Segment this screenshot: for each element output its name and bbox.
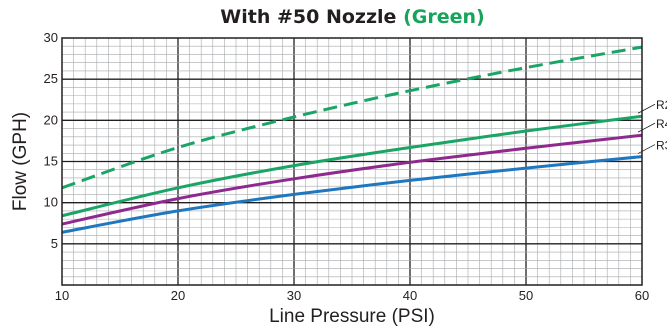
series-label-leader [637, 122, 656, 133]
grid [62, 38, 642, 285]
y-tick-label: 5 [51, 236, 58, 251]
x-tick-label: 20 [171, 288, 185, 303]
series-line-dashed [61, 45, 643, 190]
chart-title-accent: (Green) [403, 6, 485, 28]
series-line-r4 [61, 133, 643, 226]
chart-title-main: With #50 Nozzle [220, 6, 397, 28]
series-line-r3 [61, 155, 643, 234]
x-tick-label: 30 [287, 288, 301, 303]
x-tick-label: 50 [519, 288, 533, 303]
series-label-r3: R3 [656, 139, 667, 153]
series-lines: R2 R4 R3 [61, 45, 667, 234]
x-axis-title: Line Pressure (PSI) [269, 306, 435, 327]
plot-frame [61, 37, 643, 286]
series-label-r2: R2 [656, 98, 667, 112]
series-line-r2 [61, 114, 643, 218]
y-tick-label: 30 [44, 30, 58, 45]
x-tick-label: 60 [635, 288, 649, 303]
series-label-leader [637, 103, 656, 114]
x-tick-label: 10 [55, 288, 69, 303]
y-tick-label: 15 [44, 154, 58, 169]
x-tick-label: 40 [403, 288, 417, 303]
series-label-leader [637, 144, 656, 154]
y-tick-label: 10 [44, 195, 58, 210]
y-tick-label: 25 [44, 71, 58, 86]
y-tick-label: 20 [44, 112, 58, 127]
chart-title: With #50 Nozzle (Green) [0, 6, 667, 28]
y-axis-title: Flow (GPH) [10, 112, 31, 211]
tick-labels: 10 20 30 40 50 60 5 10 15 20 25 30 [44, 30, 650, 303]
series-label-r4: R4 [656, 117, 667, 131]
